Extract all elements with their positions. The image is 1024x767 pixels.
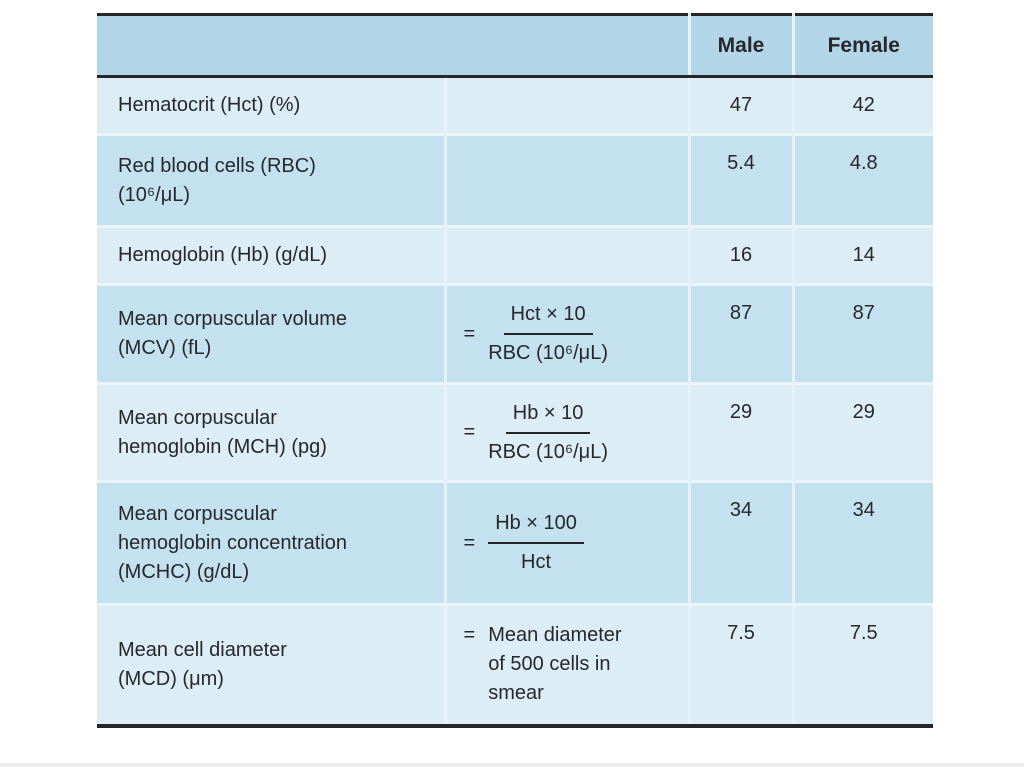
row-formula-mchc: = Hb × 100 Hct (443, 480, 689, 605)
mcv-denominator: RBC (10⁶/μL) (488, 342, 608, 364)
equals-sign: = (463, 322, 476, 345)
mch-denominator: RBC (10⁶/μL) (488, 440, 608, 463)
row-label-hemoglobin: Hemoglobin (Hb) (g/dL) (97, 225, 445, 285)
row-label-mcd: Mean cell diameter (MCD) (μm) (97, 603, 445, 726)
male-value-mcv: 87 (687, 283, 793, 384)
mch-equation: = Hb × 10 RBC (10⁶/μL) (447, 399, 688, 467)
mchc-equation: = Hb × 100 Hct (447, 509, 688, 577)
hematology-values-table: Male Female Hematocrit (Hct) (%) 47 42 R… (97, 13, 933, 728)
table-row-mchc: Mean corpuscular hemoglobin concentratio… (97, 480, 933, 605)
row-formula-empty (443, 133, 689, 227)
row-formula-mcd: = Mean diameter of 500 cells in smear (443, 603, 689, 726)
female-value-hematocrit: 42 (791, 76, 933, 135)
female-value-mcv: 87 (791, 283, 933, 384)
header-spacer-cell (97, 14, 689, 78)
male-value-mcd: 7.5 (687, 603, 793, 726)
male-value-hematocrit: 47 (687, 76, 793, 135)
mcv-numerator: Hct × 10 (503, 300, 593, 335)
male-value-hemoglobin: 16 (687, 225, 793, 285)
female-value-mch: 29 (791, 382, 933, 482)
table-row-mch: Mean corpuscular hemoglobin (MCH) (pg) =… (97, 382, 933, 482)
mcd-definition-text: Mean diameter of 500 cells in smear (488, 624, 622, 705)
row-formula-empty (443, 225, 689, 285)
male-value-mch: 29 (687, 382, 793, 482)
male-value-mchc: 34 (687, 480, 793, 605)
table-row-hemoglobin: Hemoglobin (Hb) (g/dL) 16 14 (97, 225, 933, 285)
mch-fraction: Hb × 10 RBC (10⁶/μL) (488, 399, 608, 467)
row-label-rbc: Red blood cells (RBC) (10⁶/μL) (97, 133, 445, 227)
table-row-hematocrit: Hematocrit (Hct) (%) 47 42 (97, 76, 933, 135)
mch-numerator: Hb × 10 (505, 399, 591, 434)
column-header-male: Male (687, 14, 793, 78)
female-value-rbc: 4.8 (791, 133, 933, 227)
row-formula-mcv: = Hct × 10 RBC (10⁶/μL) (443, 283, 689, 384)
mchc-fraction: Hb × 100 Hct (488, 509, 584, 577)
column-header-female: Female (791, 14, 933, 78)
mchc-denominator: Hct (521, 551, 552, 573)
mchc-numerator: Hb × 100 (488, 509, 584, 544)
equals-sign: = (463, 421, 476, 443)
table-row-mcv: Mean corpuscular volume (MCV) (fL) = Hct… (97, 283, 933, 384)
row-label-hematocrit: Hematocrit (Hct) (%) (97, 76, 445, 135)
mcv-fraction: Hct × 10 RBC (10⁶/μL) (488, 300, 608, 368)
row-label-mchc: Mean corpuscular hemoglobin concentratio… (97, 480, 445, 605)
row-formula-empty (443, 76, 689, 135)
bottom-edge-strip (0, 763, 1024, 767)
table-row-rbc: Red blood cells (RBC) (10⁶/μL) 5.4 4.8 (97, 133, 933, 227)
row-label-mch: Mean corpuscular hemoglobin (MCH) (pg) (97, 382, 445, 482)
female-value-mchc: 34 (791, 480, 933, 605)
row-formula-mch: = Hb × 10 RBC (10⁶/μL) (443, 382, 689, 482)
table-row-mcd: Mean cell diameter (MCD) (μm) = Mean dia… (97, 603, 933, 726)
male-value-rbc: 5.4 (687, 133, 793, 227)
equals-sign: = (463, 624, 476, 647)
mcd-equation: = Mean diameter of 500 cells in smear (447, 621, 688, 708)
mcv-equation: = Hct × 10 RBC (10⁶/μL) (447, 300, 688, 368)
equals-sign: = (463, 531, 476, 554)
female-value-mcd: 7.5 (791, 603, 933, 726)
header-row: Male Female (97, 14, 933, 78)
female-value-hemoglobin: 14 (791, 225, 933, 285)
row-label-mcv: Mean corpuscular volume (MCV) (fL) (97, 283, 445, 384)
